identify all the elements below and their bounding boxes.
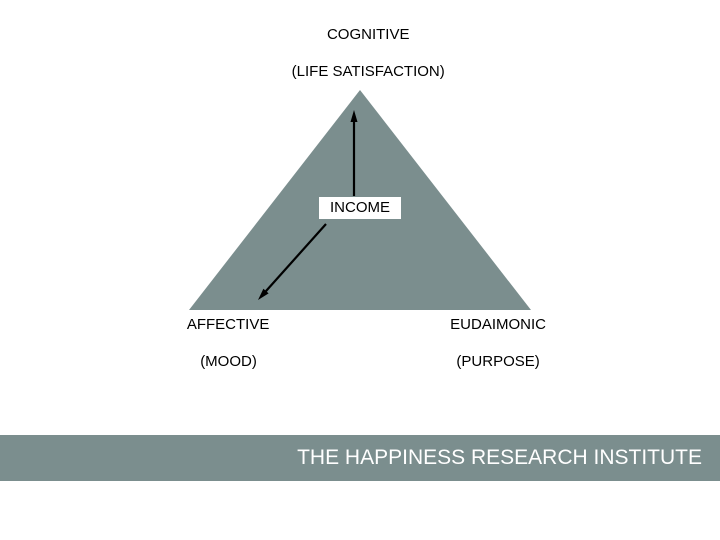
label-eudaimonic-line1: EUDAIMONIC (450, 316, 546, 333)
label-cognitive-line2: (LIFE SATISFACTION) (292, 63, 445, 80)
label-affective: AFFECTIVE (MOOD) (171, 297, 269, 391)
label-cognitive-line1: COGNITIVE (327, 26, 410, 43)
footer-band: THE HAPPINESS RESEARCH INSTITUTE (0, 435, 720, 481)
label-cognitive: COGNITIVE (LIFE SATISFACTION) (275, 7, 445, 101)
diagram-canvas: COGNITIVE (LIFE SATISFACTION) INCOME AFF… (0, 0, 720, 540)
label-eudaimonic: EUDAIMONIC (PURPOSE) (434, 297, 547, 391)
label-income: INCOME (330, 199, 390, 218)
label-affective-line2: (MOOD) (200, 353, 257, 370)
label-affective-line1: AFFECTIVE (187, 316, 270, 333)
label-eudaimonic-line2: (PURPOSE) (456, 353, 539, 370)
footer-text: THE HAPPINESS RESEARCH INSTITUTE (297, 446, 702, 470)
